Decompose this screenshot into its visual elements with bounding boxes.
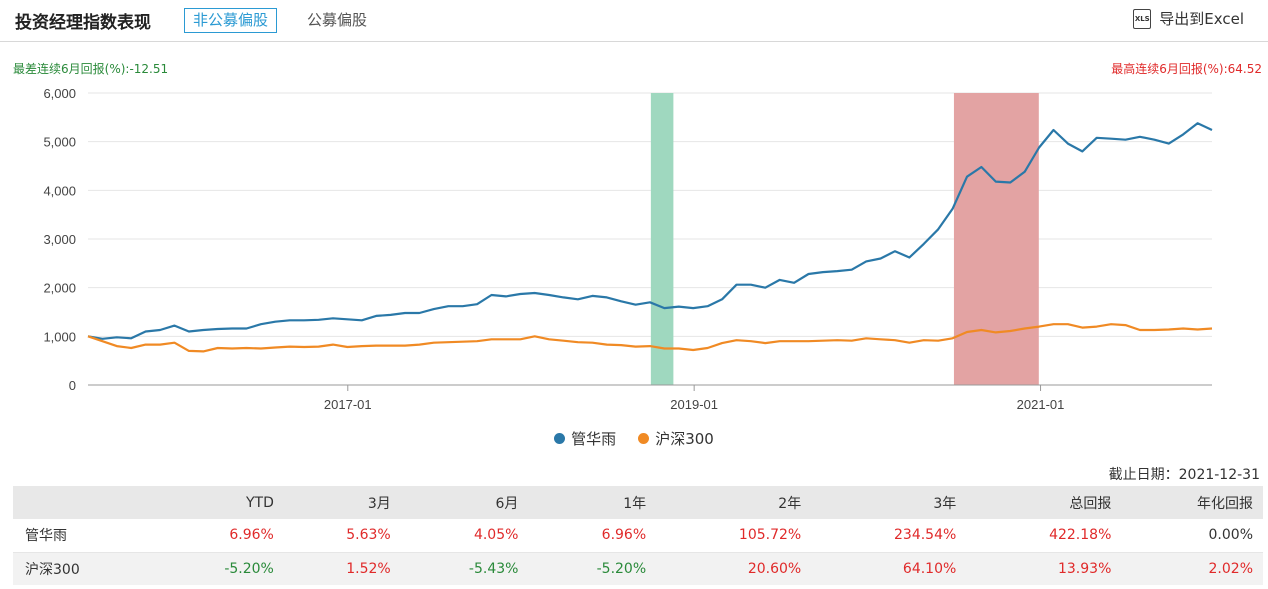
table-cell: 1.52% [283,552,401,585]
x-tick-label: 2021-01 [1017,397,1065,412]
performance-chart: 0 1,000 2,000 3,000 4,000 5,000 6,000 2017-01 20… [43,86,1213,412]
band-best-6m [953,93,1039,385]
y-tick-label: 2,000 [43,281,76,296]
tab-non-public-equity[interactable]: 非公募偏股 [184,8,278,33]
band-worst-6m [650,93,674,385]
y-tick-label: 0 [69,378,76,393]
table-cell: 0.00% [1121,519,1263,553]
y-tick-label: 1,000 [43,329,76,344]
row-name: 沪深300 [13,552,157,585]
page-title: 投资经理指数表现 [15,13,151,33]
table-cell: 20.60% [656,552,812,585]
table-header [13,486,157,519]
y-tick-label: 4,000 [43,183,76,198]
as-of-date: 截止日期：2021-12-31 [1108,467,1260,483]
table-row: 管华雨 6.96% 5.63% 4.05% 6.96% 105.72% 234.… [13,519,1263,553]
export-excel-label: 导出到Excel [1159,10,1244,28]
table-header: 1年 [528,486,657,519]
table-header-row: YTD 3月 6月 1年 2年 3年 总回报 年化回报 [13,486,1263,519]
y-tick-label: 3,000 [43,232,76,247]
table-header: 3年 [811,486,967,519]
table-cell: -5.20% [156,552,284,585]
chart-legend: 管华雨 沪深300 [0,428,1268,449]
table-header: YTD [156,486,284,519]
y-tick-label: 5,000 [43,135,76,150]
table-cell: 6.96% [528,519,657,553]
table-cell: 6.96% [156,519,284,553]
worst-6m-return: 最差连续6月回报(%):-12.51 [13,62,169,76]
series-line-0 [87,122,1213,340]
table-cell: 2.02% [1121,552,1263,585]
returns-table: YTD 3月 6月 1年 2年 3年 总回报 年化回报 管华雨 6.96% 5.… [13,486,1263,585]
page-header: 投资经理指数表现 非公募偏股 公募偏股 XLS 导出到Excel [0,0,1268,42]
table-cell: 13.93% [966,552,1122,585]
xls-file-icon: XLS [1133,8,1152,29]
y-tick-label: 6,000 [43,86,76,101]
table-row: 沪深300 -5.20% 1.52% -5.43% -5.20% 20.60% … [13,552,1263,585]
legend-label-manager: 管华雨 [571,430,617,448]
series-line-1 [87,323,1213,353]
legend-dot-manager [554,433,566,444]
legend-item-index[interactable]: 沪深300 [638,428,714,449]
table-cell: 105.72% [656,519,812,553]
table-header: 3月 [283,486,401,519]
table-cell: 234.54% [811,519,967,553]
table-cell: 5.63% [283,519,401,553]
table-cell: 4.05% [400,519,529,553]
table-cell: -5.20% [528,552,657,585]
x-tick-label: 2019-01 [670,397,718,412]
table-cell: 64.10% [811,552,967,585]
table-header: 2年 [656,486,812,519]
legend-dot-index [638,433,650,444]
tab-public-equity[interactable]: 公募偏股 [307,11,368,29]
table-header: 总回报 [966,486,1122,519]
row-name: 管华雨 [13,519,157,553]
best-6m-return: 最高连续6月回报(%):64.52 [1111,62,1262,76]
legend-label-index: 沪深300 [655,430,714,448]
table-cell: 422.18% [966,519,1122,553]
table-cell: -5.43% [400,552,529,585]
table-header: 6月 [400,486,529,519]
x-tick-label: 2017-01 [324,397,372,412]
export-excel-button[interactable]: XLS 导出到Excel [1133,8,1244,29]
legend-item-manager[interactable]: 管华雨 [554,428,616,449]
table-header: 年化回报 [1121,486,1263,519]
